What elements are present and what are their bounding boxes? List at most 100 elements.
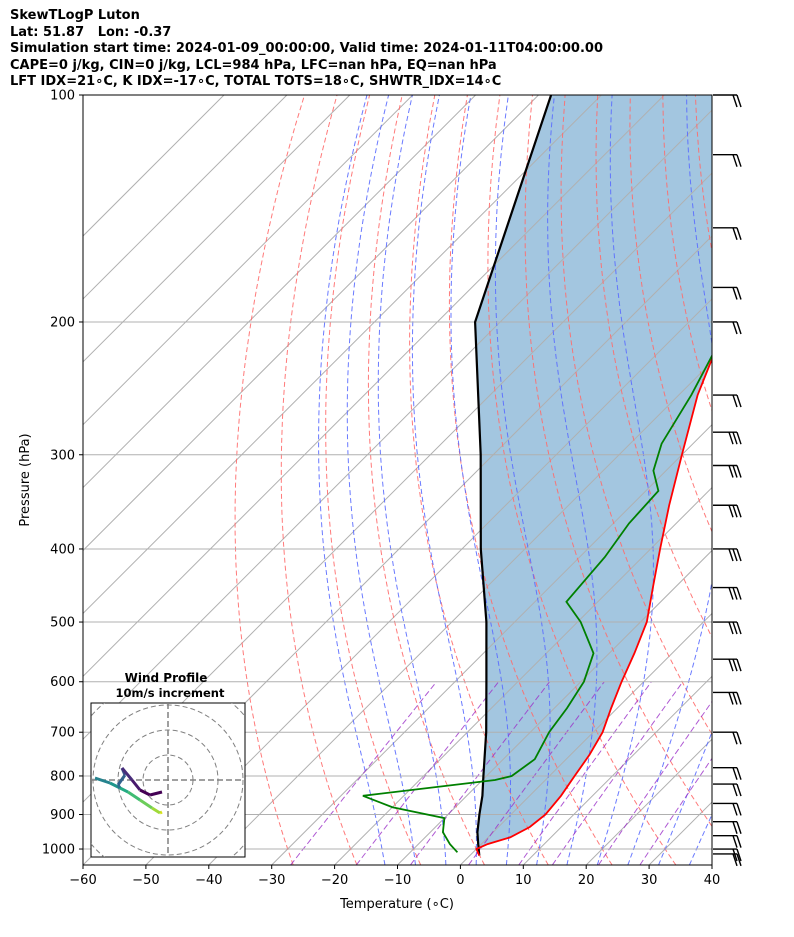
wind-barb-feather bbox=[736, 767, 742, 780]
wind-barb-feather bbox=[732, 821, 738, 834]
mixing-ratio-line bbox=[468, 681, 605, 865]
wind-barb-feather bbox=[736, 692, 742, 705]
y-tick-label: 500 bbox=[50, 616, 75, 631]
wind-barb-feather bbox=[732, 505, 738, 518]
plot-area bbox=[83, 95, 794, 865]
wind-barb bbox=[713, 586, 742, 600]
wind-barb-feather bbox=[728, 658, 734, 672]
moist-adiabat bbox=[627, 95, 712, 865]
isotherm-line bbox=[522, 675, 712, 865]
y-tick-label: 700 bbox=[50, 726, 75, 741]
dry-adiabat bbox=[367, 95, 485, 865]
wind-barb bbox=[713, 464, 742, 478]
wind-barb-feather bbox=[736, 783, 742, 797]
mixing-ratio-line bbox=[597, 700, 712, 865]
y-tick-label: 400 bbox=[50, 542, 75, 557]
hodograph-segment bbox=[149, 790, 163, 797]
wind-barb bbox=[713, 834, 742, 848]
moist-adiabat bbox=[547, 95, 598, 865]
wind-barb bbox=[713, 504, 742, 518]
inset-subtitle: 10m/s increment bbox=[116, 686, 225, 700]
hodograph-segment bbox=[139, 788, 151, 797]
x-tick-label: −30 bbox=[258, 873, 285, 888]
wind-barb-feather bbox=[728, 431, 734, 445]
wind-barb-feather bbox=[732, 321, 738, 335]
wind-barb bbox=[713, 731, 742, 745]
isotherm-line bbox=[83, 95, 602, 615]
hodograph-segment bbox=[130, 779, 142, 791]
isotherm-line bbox=[208, 361, 712, 865]
x-tick-label: −50 bbox=[132, 873, 159, 888]
wind-barb-feather bbox=[736, 621, 742, 635]
wind-barb-feather bbox=[736, 505, 742, 518]
isotherm-line bbox=[145, 298, 712, 865]
wind-barb bbox=[713, 766, 742, 780]
wind-barb bbox=[713, 94, 742, 108]
dry-adiabat bbox=[728, 95, 794, 865]
wind-barb-feather bbox=[736, 94, 742, 108]
x-axis-label: Temperature (∘C) bbox=[339, 897, 454, 912]
wind-barb-feather bbox=[736, 394, 742, 408]
dry-adiabat bbox=[280, 95, 358, 865]
wind-barb bbox=[713, 802, 742, 816]
dry-adiabat bbox=[409, 95, 549, 865]
wind-barb bbox=[713, 658, 742, 672]
mixing-ratio-line bbox=[355, 681, 499, 865]
wind-profile-inset bbox=[90, 702, 246, 858]
isotherm-line bbox=[334, 486, 712, 865]
hodograph-segment bbox=[120, 767, 134, 781]
wind-barb bbox=[713, 286, 742, 300]
hodograph-segment bbox=[159, 810, 163, 815]
inset-grid bbox=[91, 703, 245, 857]
wind-barb bbox=[713, 783, 742, 797]
chart-header: SkewTLogP Luton Lat: 51.87 Lon: -0.37 Si… bbox=[10, 8, 603, 91]
wind-barb-feather bbox=[728, 587, 734, 600]
wind-barb-feather bbox=[732, 431, 738, 445]
wind-barb-feather bbox=[732, 94, 738, 108]
wind-barb-feather bbox=[732, 848, 738, 862]
isotherm-line bbox=[83, 95, 351, 363]
x-tick-label: −10 bbox=[384, 873, 411, 888]
mixing-ratio-line bbox=[639, 757, 712, 865]
wind-barb-feather bbox=[732, 803, 738, 816]
wind-barb-feather bbox=[732, 465, 738, 478]
x-tick-label: 20 bbox=[578, 873, 595, 888]
wind-barb-feather bbox=[736, 465, 742, 478]
parcel-profile-line bbox=[473, 95, 553, 856]
moist-adiabats bbox=[318, 95, 712, 865]
wind-barb-feather bbox=[732, 658, 738, 672]
x-axis: −60 −50 −40 −30 −20 −10 0 10 20 30 40 bbox=[69, 865, 720, 888]
wind-barb-feather bbox=[728, 465, 734, 478]
hodograph-segment bbox=[119, 786, 129, 794]
mixing-ratio-line bbox=[290, 681, 437, 865]
wind-barb bbox=[713, 548, 742, 562]
y-tick-label: 800 bbox=[50, 769, 75, 784]
wind-barb bbox=[713, 227, 742, 240]
mixing-ratio-line bbox=[409, 681, 550, 865]
wind-barb-feather bbox=[736, 287, 742, 300]
wind-barb bbox=[713, 154, 742, 167]
stability-indices-2: LFT IDX=21∘C, K IDX=-17∘C, TOTAL TOTS=18… bbox=[10, 74, 502, 89]
wind-barb-feather bbox=[732, 287, 738, 300]
cin-shaded-area bbox=[475, 95, 712, 856]
mixing-ratio-lines bbox=[290, 681, 712, 865]
x-tick-label: −20 bbox=[321, 873, 348, 888]
wind-barb-feather bbox=[736, 587, 742, 600]
wind-barb-feather bbox=[736, 835, 742, 848]
wind-barb-feather bbox=[728, 692, 734, 705]
moist-adiabat bbox=[596, 95, 654, 865]
simulation-times: Simulation start time: 2024-01-09_00:00:… bbox=[10, 41, 603, 56]
wind-barb-feather bbox=[736, 321, 742, 335]
inset-title: Wind Profile bbox=[125, 671, 208, 685]
wind-barb-feather bbox=[736, 803, 742, 816]
wind-barb-feather bbox=[732, 732, 738, 745]
wind-barb bbox=[713, 394, 742, 408]
wind-barb bbox=[713, 691, 742, 705]
wind-barb-feather bbox=[736, 848, 742, 862]
wind-barb bbox=[713, 821, 742, 834]
wind-barb bbox=[713, 321, 742, 335]
x-tick-label: 0 bbox=[456, 873, 464, 888]
isotherm-line bbox=[83, 109, 712, 740]
wind-barb-feather bbox=[736, 732, 742, 745]
dry-adiabat bbox=[487, 95, 677, 865]
